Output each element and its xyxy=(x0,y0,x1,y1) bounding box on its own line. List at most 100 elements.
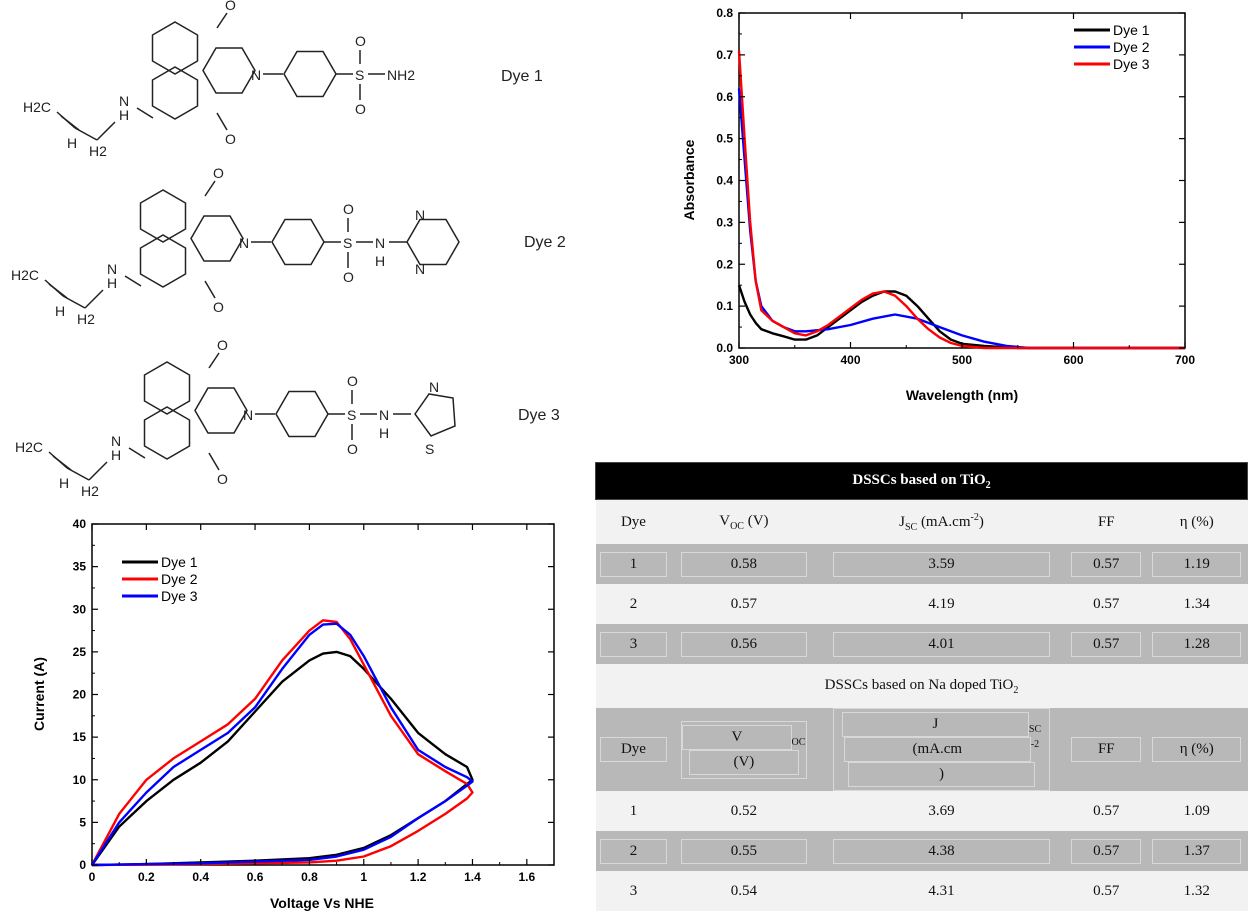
cv-chart: 0 0.2 0.4 0.6 0.8 1 1.2 1.4 1.60510152025303540 … xyxy=(31,517,555,911)
cell-jsc: 4.38 xyxy=(816,831,1067,871)
legend-label-2: Dye 2 xyxy=(161,571,198,587)
svg-text:N: N xyxy=(415,207,425,223)
header-jsc-2: J SC (mA.cm -2) xyxy=(816,708,1067,791)
x-tick-label: 700 xyxy=(1175,353,1195,367)
legend-label-2: Dye 2 xyxy=(1113,39,1150,55)
svg-text:S: S xyxy=(425,441,434,457)
svg-text:H: H xyxy=(107,275,117,291)
svg-text:O: O xyxy=(347,373,358,389)
y-tick-label: 15 xyxy=(73,730,87,744)
absorbance-plot-frame xyxy=(738,12,1186,349)
cell-eta: 1.32 xyxy=(1146,871,1248,911)
svg-text:H2C: H2C xyxy=(15,439,43,455)
absorbance-x-label: Wavelength (nm) xyxy=(906,387,1018,403)
dssc-results-table: DSSCs based on TiO2 Dye VOC (V) JSC (mA.… xyxy=(595,462,1248,911)
svg-text:H: H xyxy=(59,475,69,491)
series-line-1 xyxy=(737,284,1185,350)
x-tick-label: 0.2 xyxy=(138,870,155,884)
legend-label-3: Dye 3 xyxy=(161,588,198,604)
svg-text:H: H xyxy=(375,253,385,269)
table-row: 2 0.57 4.19 0.57 1.34 xyxy=(595,584,1248,624)
svg-text:N: N xyxy=(429,379,439,395)
svg-text:H: H xyxy=(111,447,121,463)
cell-eta: 1.19 xyxy=(1146,544,1248,584)
cell-dye: 2 xyxy=(595,584,672,624)
cell-voc: 0.52 xyxy=(671,791,817,831)
series-line-3 xyxy=(90,622,474,867)
cell-eta: 1.09 xyxy=(1146,791,1248,831)
cell-ff: 0.57 xyxy=(1066,831,1146,871)
cell-jsc: 4.19 xyxy=(816,584,1067,624)
cell-voc: 0.56 xyxy=(671,624,817,664)
table-header-row-2: Dye V OC (V) J SC (mA.cm -2) FF η (%) xyxy=(595,708,1248,791)
x-tick-label: 600 xyxy=(1063,353,1083,367)
header-jsc: JSC (mA.cm-2) xyxy=(816,499,1067,544)
header-dye-2: Dye xyxy=(595,708,672,791)
x-tick-label: 500 xyxy=(952,353,972,367)
svg-text:H2C: H2C xyxy=(23,99,51,115)
x-tick-label: 1.6 xyxy=(518,870,535,884)
cell-eta: 1.28 xyxy=(1146,624,1248,664)
cell-eta: 1.34 xyxy=(1146,584,1248,624)
cell-eta: 1.37 xyxy=(1146,831,1248,871)
svg-text:O: O xyxy=(217,337,228,353)
series-line-3 xyxy=(737,50,1185,350)
table-header-row: Dye VOC (V) JSC (mA.cm-2) FF η (%) xyxy=(595,499,1248,544)
x-tick-label: 1.4 xyxy=(464,870,481,884)
x-tick-label: 1.2 xyxy=(410,870,427,884)
svg-text:H2: H2 xyxy=(89,143,107,159)
y-tick-label: 30 xyxy=(73,602,87,616)
svg-text:N: N xyxy=(379,407,389,423)
y-tick-label: 0 xyxy=(79,858,86,872)
svg-text:N: N xyxy=(107,261,117,277)
cell-voc: 0.57 xyxy=(671,584,817,624)
y-tick-label: 0.5 xyxy=(716,132,733,146)
svg-text:N: N xyxy=(375,235,385,251)
dye-1-label: Dye 1 xyxy=(501,68,543,85)
table-row: 3 0.54 4.31 0.57 1.32 xyxy=(595,871,1248,911)
svg-text:O: O xyxy=(217,471,228,487)
svg-text:S: S xyxy=(347,407,356,423)
cell-jsc: 4.01 xyxy=(816,624,1067,664)
cell-voc: 0.55 xyxy=(671,831,817,871)
svg-text:N: N xyxy=(239,235,249,251)
svg-text:H: H xyxy=(55,303,65,319)
x-tick-label: 0 xyxy=(89,870,96,884)
table-row: 3 0.56 4.01 0.57 1.28 xyxy=(595,624,1248,664)
dye-2-label: Dye 2 xyxy=(524,234,566,251)
absorbance-chart: 300 400 500 600 700 0.0 0.1 0.2 0.3 0.4 0.5 0.6 0.7 0… xyxy=(681,6,1195,403)
y-tick-label: 0.0 xyxy=(716,341,733,355)
y-tick-label: 20 xyxy=(73,688,87,702)
svg-text:O: O xyxy=(343,269,354,285)
header-dye: Dye xyxy=(595,499,672,544)
y-tick-label: 25 xyxy=(73,645,87,659)
svg-text:O: O xyxy=(355,33,366,49)
y-tick-label: 5 xyxy=(79,815,86,829)
svg-text:O: O xyxy=(225,0,236,13)
svg-text:O: O xyxy=(213,299,224,315)
header-eta: η (%) xyxy=(1146,499,1248,544)
cell-dye: 2 xyxy=(595,831,672,871)
cell-ff: 0.57 xyxy=(1066,791,1146,831)
y-tick-label: 0.4 xyxy=(716,174,733,188)
y-tick-label: 10 xyxy=(73,773,87,787)
legend-label-1: Dye 1 xyxy=(1113,22,1150,38)
y-tick-label: 0.1 xyxy=(716,299,733,313)
cv-plot-frame xyxy=(91,523,555,866)
cv-y-label: Current (A) xyxy=(31,657,47,731)
table-row: 1 0.58 3.59 0.57 1.19 xyxy=(595,544,1248,584)
x-tick-label: 300 xyxy=(729,353,749,367)
svg-text:N: N xyxy=(119,93,129,109)
header-voc: VOC (V) xyxy=(671,499,817,544)
svg-text:H: H xyxy=(379,425,389,441)
svg-text:N: N xyxy=(415,261,425,277)
x-tick-label: 0.8 xyxy=(301,870,318,884)
cell-dye: 3 xyxy=(595,624,672,664)
y-tick-label: 0.7 xyxy=(716,48,733,62)
y-tick-label: 0.2 xyxy=(716,257,733,271)
cell-dye: 1 xyxy=(595,544,672,584)
